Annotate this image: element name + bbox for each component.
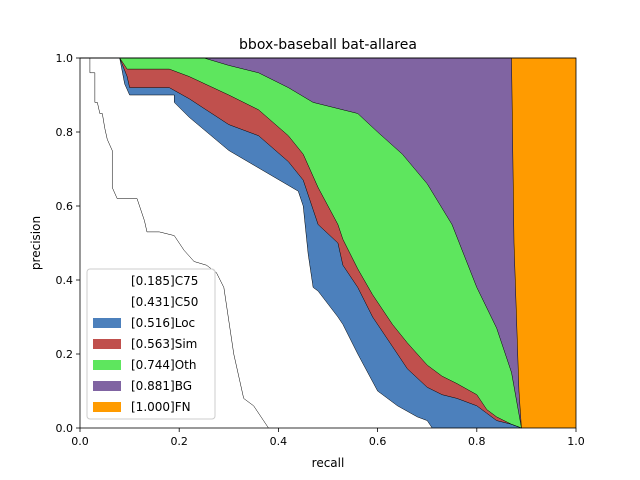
boundary-0-516-loc	[80, 57, 522, 429]
boundary-0-431-c50	[80, 57, 433, 429]
boundary-0-563-sim	[80, 57, 522, 429]
legend: [0.185]C75 [0.431]C50 [0.516]Loc [0.563]Sim…	[86, 268, 216, 420]
x-tick-label: 0.2	[170, 435, 188, 448]
boundary-0-185-c75	[80, 57, 269, 429]
x-axis-label: recall	[312, 456, 345, 470]
x-tick-label: 1.0	[567, 435, 585, 448]
x-tick-label: 0.4	[270, 435, 288, 448]
x-tick-label: 0.8	[468, 435, 486, 448]
y-tick-label: 0.0	[56, 422, 74, 435]
legend-swatch-0-881-bg	[93, 381, 121, 391]
y-tick-label: 0.8	[56, 126, 74, 139]
legend-swatch-0-185-c75	[93, 276, 121, 286]
y-tick-label: 0.6	[56, 200, 74, 213]
legend-label-0-744-oth: [0.744]Oth	[131, 358, 196, 372]
x-tick-label: 0.6	[369, 435, 387, 448]
y-axis-label: precision	[29, 216, 43, 270]
legend-items: [0.185]C75 [0.431]C50 [0.516]Loc [0.563]Sim…	[93, 274, 198, 414]
x-tick-label: 0.0	[71, 435, 89, 448]
boundary-0-744-oth	[80, 57, 522, 429]
chart-title: bbox-baseball bat-allarea	[239, 37, 417, 53]
y-tick-label: 0.2	[56, 348, 74, 361]
legend-swatch-1-000-fn	[93, 402, 121, 412]
legend-label-0-431-c50: [0.431]C50	[131, 295, 198, 309]
legend-label-1-000-fn: [1.000]FN	[131, 400, 191, 414]
legend-swatch-0-516-loc	[93, 318, 121, 328]
plot-frame	[79, 57, 577, 429]
x-axis: 0.0 0.2 0.4 0.6 0.8 1.0	[71, 428, 585, 448]
legend-label-0-881-bg: [0.881]BG	[131, 379, 192, 393]
legend-swatch-0-563-sim	[93, 339, 121, 349]
legend-label-0-563-sim: [0.563]Sim	[131, 337, 197, 351]
y-tick-label: 0.4	[56, 274, 74, 287]
legend-swatch-0-744-oth	[93, 360, 121, 370]
legend-swatch-0-431-c50	[93, 297, 121, 307]
y-tick-label: 1.0	[56, 52, 74, 65]
legend-label-0-516-loc: [0.516]Loc	[131, 316, 195, 330]
legend-label-0-185-c75: [0.185]C75	[131, 274, 198, 288]
y-axis: 0.0 0.2 0.4 0.6 0.8 1.0	[56, 52, 80, 435]
